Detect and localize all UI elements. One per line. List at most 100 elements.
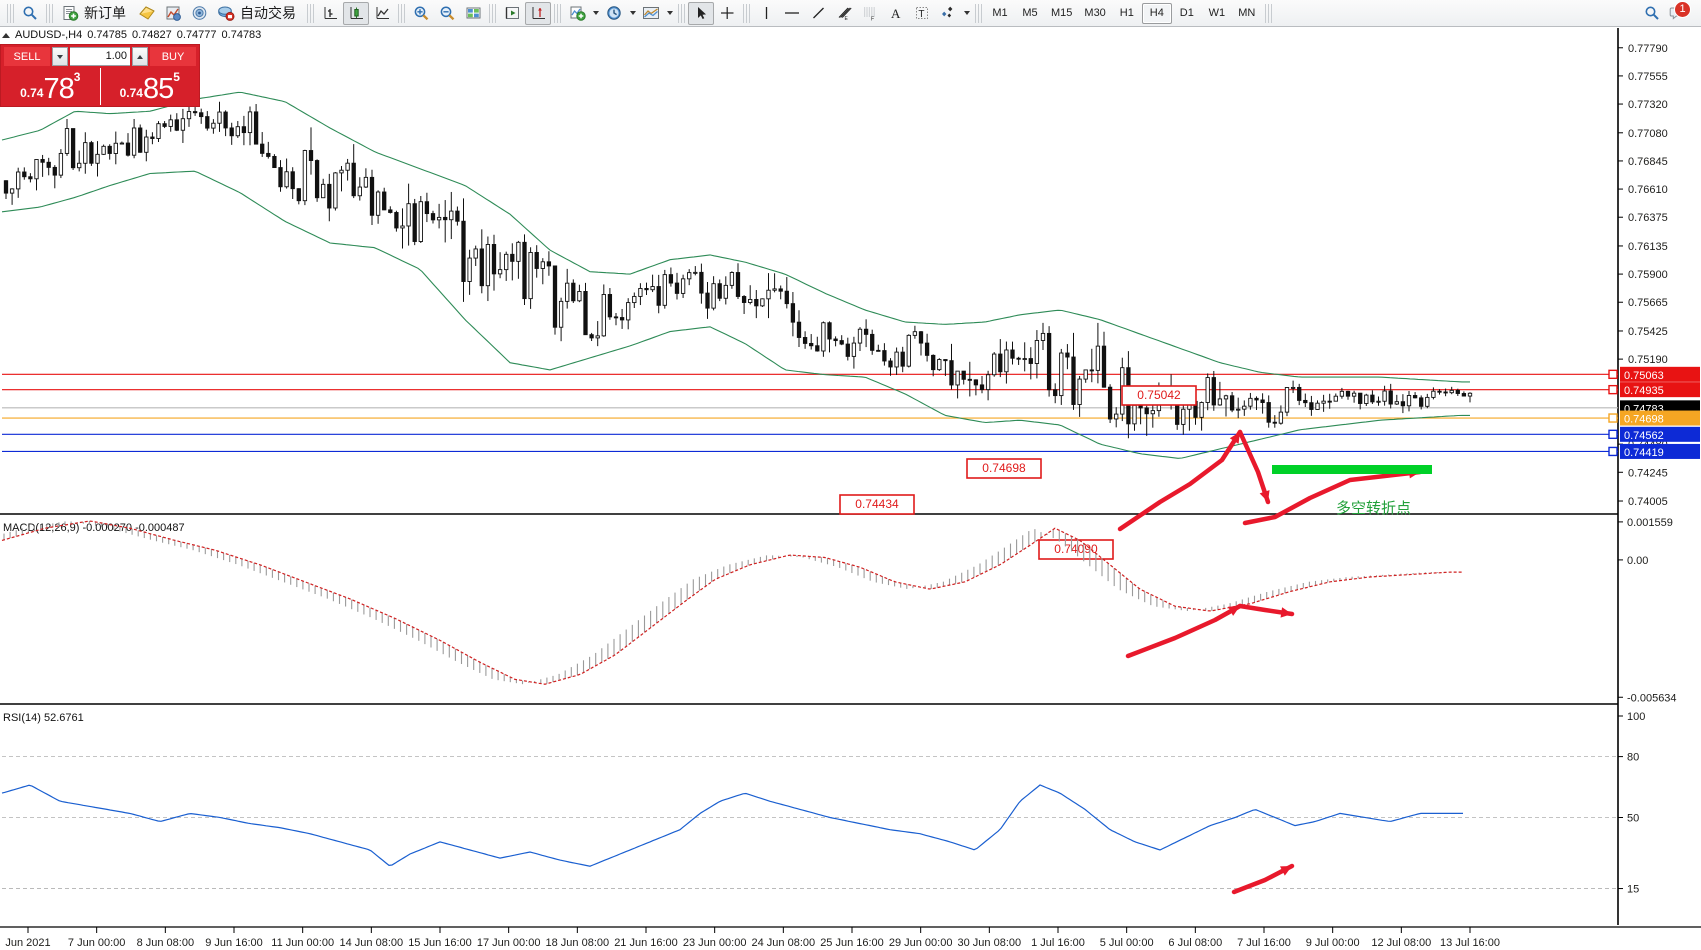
price-level-handle[interactable] xyxy=(1608,429,1618,440)
auto-scroll-icon[interactable] xyxy=(499,2,525,25)
annotation-price-label: 0.75042 xyxy=(1137,388,1181,402)
toolbar-grip-7[interactable] xyxy=(678,3,685,23)
time-tick-label: 13 Jul 16:00 xyxy=(1440,937,1500,949)
sell-button[interactable]: SELL xyxy=(4,47,50,66)
collapse-triangle-icon[interactable] xyxy=(2,32,10,38)
ohlc-low: 0.74777 xyxy=(176,29,217,41)
time-tick-label: 7 Jul 16:00 xyxy=(1237,937,1291,949)
zoom-out-icon[interactable] xyxy=(434,2,460,25)
chart-svg[interactable]: 0.77790 0.77555 0.77320 0.77080 0.76845 0.766… xyxy=(0,28,1701,950)
projection-arrow-up xyxy=(1117,429,1243,532)
new-order-icon xyxy=(57,2,83,25)
volume-increase-button[interactable] xyxy=(132,47,148,66)
price-tag[interactable] xyxy=(1620,382,1700,398)
support-zone-highlight[interactable] xyxy=(1272,465,1432,474)
volume-input[interactable]: 1.00 xyxy=(70,47,130,66)
price-tag[interactable] xyxy=(1620,410,1700,426)
candlestick-chart-icon[interactable] xyxy=(343,1,369,25)
indicators-icon[interactable] xyxy=(564,2,590,25)
cursor-icon[interactable] xyxy=(688,1,714,25)
toolbar-grip[interactable] xyxy=(7,3,14,23)
equidistant-channel-icon[interactable]: F xyxy=(857,2,883,25)
chart-canvas[interactable]: 0.77790 0.77555 0.77320 0.77080 0.76845 0.766… xyxy=(0,28,1701,950)
auto-trading-label: 自动交易 xyxy=(240,5,296,21)
price-tag-label: 0.74935 xyxy=(1624,385,1664,397)
price-tag[interactable] xyxy=(1620,426,1700,442)
toolbar-grip-5[interactable] xyxy=(489,3,496,23)
tab-timeframe-w1[interactable]: W1 xyxy=(1208,7,1226,19)
toolbar-grip-2[interactable] xyxy=(46,3,53,23)
macd-histogram xyxy=(3,520,1451,685)
price-tag[interactable] xyxy=(1620,366,1700,382)
tab-timeframe-mn[interactable]: MN xyxy=(1238,7,1256,19)
text-icon[interactable]: T xyxy=(909,2,935,25)
annotation-price-box[interactable] xyxy=(1121,385,1197,406)
time-tick-label: 8 Jun 08:00 xyxy=(137,937,195,949)
fibonacci-icon[interactable]: E xyxy=(831,2,857,25)
data-window-icon[interactable] xyxy=(160,2,186,25)
macd-signal-line xyxy=(1,520,1463,685)
price-tag[interactable] xyxy=(1620,443,1700,459)
navigator-icon[interactable] xyxy=(186,2,212,25)
price-tick-label: 0.75665 xyxy=(1628,297,1668,309)
price-level-handle[interactable] xyxy=(1608,369,1618,380)
horizontal-line-icon[interactable] xyxy=(779,2,805,25)
time-tick-label: 18 Jun 08:00 xyxy=(546,937,610,949)
templates-dropdown-arrow[interactable] xyxy=(664,2,675,25)
shapes-dropdown-arrow[interactable] xyxy=(961,2,972,25)
expert-advisor-icon[interactable] xyxy=(134,2,160,25)
macd-axis-label-zero: 0.00 xyxy=(1627,555,1648,567)
volume-decrease-button[interactable] xyxy=(52,47,68,66)
tab-timeframe-m15[interactable]: M15 xyxy=(1051,7,1073,19)
price-tag-label: 0.74698 xyxy=(1624,414,1664,426)
bar-chart-icon[interactable] xyxy=(317,2,343,25)
tab-timeframe-m5[interactable]: M5 xyxy=(1022,7,1038,19)
macd-title: MACD(12,26,9) -0.000270 -0.000487 xyxy=(3,522,185,534)
toolbar-grip-3[interactable] xyxy=(307,3,314,23)
time-tick-label: 17 Jun 00:00 xyxy=(477,937,541,949)
annotation-price-box[interactable] xyxy=(966,458,1042,479)
templates-icon[interactable] xyxy=(638,2,664,25)
rsi-axis-label: 80 xyxy=(1627,752,1639,764)
rsi-axis-label: 15 xyxy=(1627,884,1639,896)
crosshair-icon[interactable] xyxy=(714,2,740,25)
tab-timeframe-d1[interactable]: D1 xyxy=(1179,7,1194,19)
price-level-handle[interactable] xyxy=(1608,413,1618,423)
toolbar-grip-9[interactable] xyxy=(975,3,982,23)
time-tick-label: 6 Jul 08:00 xyxy=(1168,937,1222,949)
annotation-price-box[interactable] xyxy=(839,494,915,515)
vertical-line-icon[interactable] xyxy=(753,2,779,25)
search-icon[interactable] xyxy=(17,2,43,25)
macd-projection-arrow-1-head xyxy=(1228,606,1240,616)
notifications-icon[interactable]: 1 xyxy=(1665,0,1691,25)
tab-timeframe-m30[interactable]: M30 xyxy=(1084,7,1106,19)
toolbar-grip-6[interactable] xyxy=(554,3,561,23)
search-icon-right[interactable] xyxy=(1639,2,1665,25)
toolbar-grip-10[interactable] xyxy=(1264,3,1272,23)
tab-timeframe-h1[interactable]: H1 xyxy=(1119,7,1134,19)
line-chart-icon[interactable] xyxy=(369,2,395,25)
price-tick-label: 0.75900 xyxy=(1628,269,1668,281)
price-level-handle[interactable] xyxy=(1608,384,1618,395)
toolbar-grip-8[interactable] xyxy=(743,3,750,23)
grid-icon[interactable] xyxy=(460,2,486,25)
buy-price[interactable]: 0.74 85 5 xyxy=(101,68,200,105)
tab-timeframe-m1[interactable]: M1 xyxy=(992,7,1008,19)
shapes-icon[interactable] xyxy=(935,2,961,25)
zoom-in-icon[interactable] xyxy=(408,2,434,25)
trendline-icon[interactable] xyxy=(805,2,831,25)
periods-dropdown-arrow[interactable] xyxy=(627,2,638,25)
indicators-dropdown-arrow[interactable] xyxy=(590,2,601,25)
new-order-button[interactable]: 新订单 xyxy=(56,2,134,25)
auto-trading-button[interactable]: 自动交易 xyxy=(212,2,304,25)
annotation-price-box[interactable] xyxy=(1038,539,1114,560)
tab-timeframe-h4[interactable]: H4 xyxy=(1141,2,1172,24)
sell-price[interactable]: 0.74 78 3 xyxy=(1,68,101,105)
toolbar-grip-4[interactable] xyxy=(398,3,405,23)
chart-shift-icon[interactable] xyxy=(525,1,551,25)
buy-button[interactable]: BUY xyxy=(150,47,196,66)
price-level-handle[interactable] xyxy=(1608,446,1618,457)
periods-icon[interactable] xyxy=(601,2,627,25)
projection-arrow-down xyxy=(1237,429,1271,505)
text-label-icon[interactable]: A xyxy=(883,2,909,25)
